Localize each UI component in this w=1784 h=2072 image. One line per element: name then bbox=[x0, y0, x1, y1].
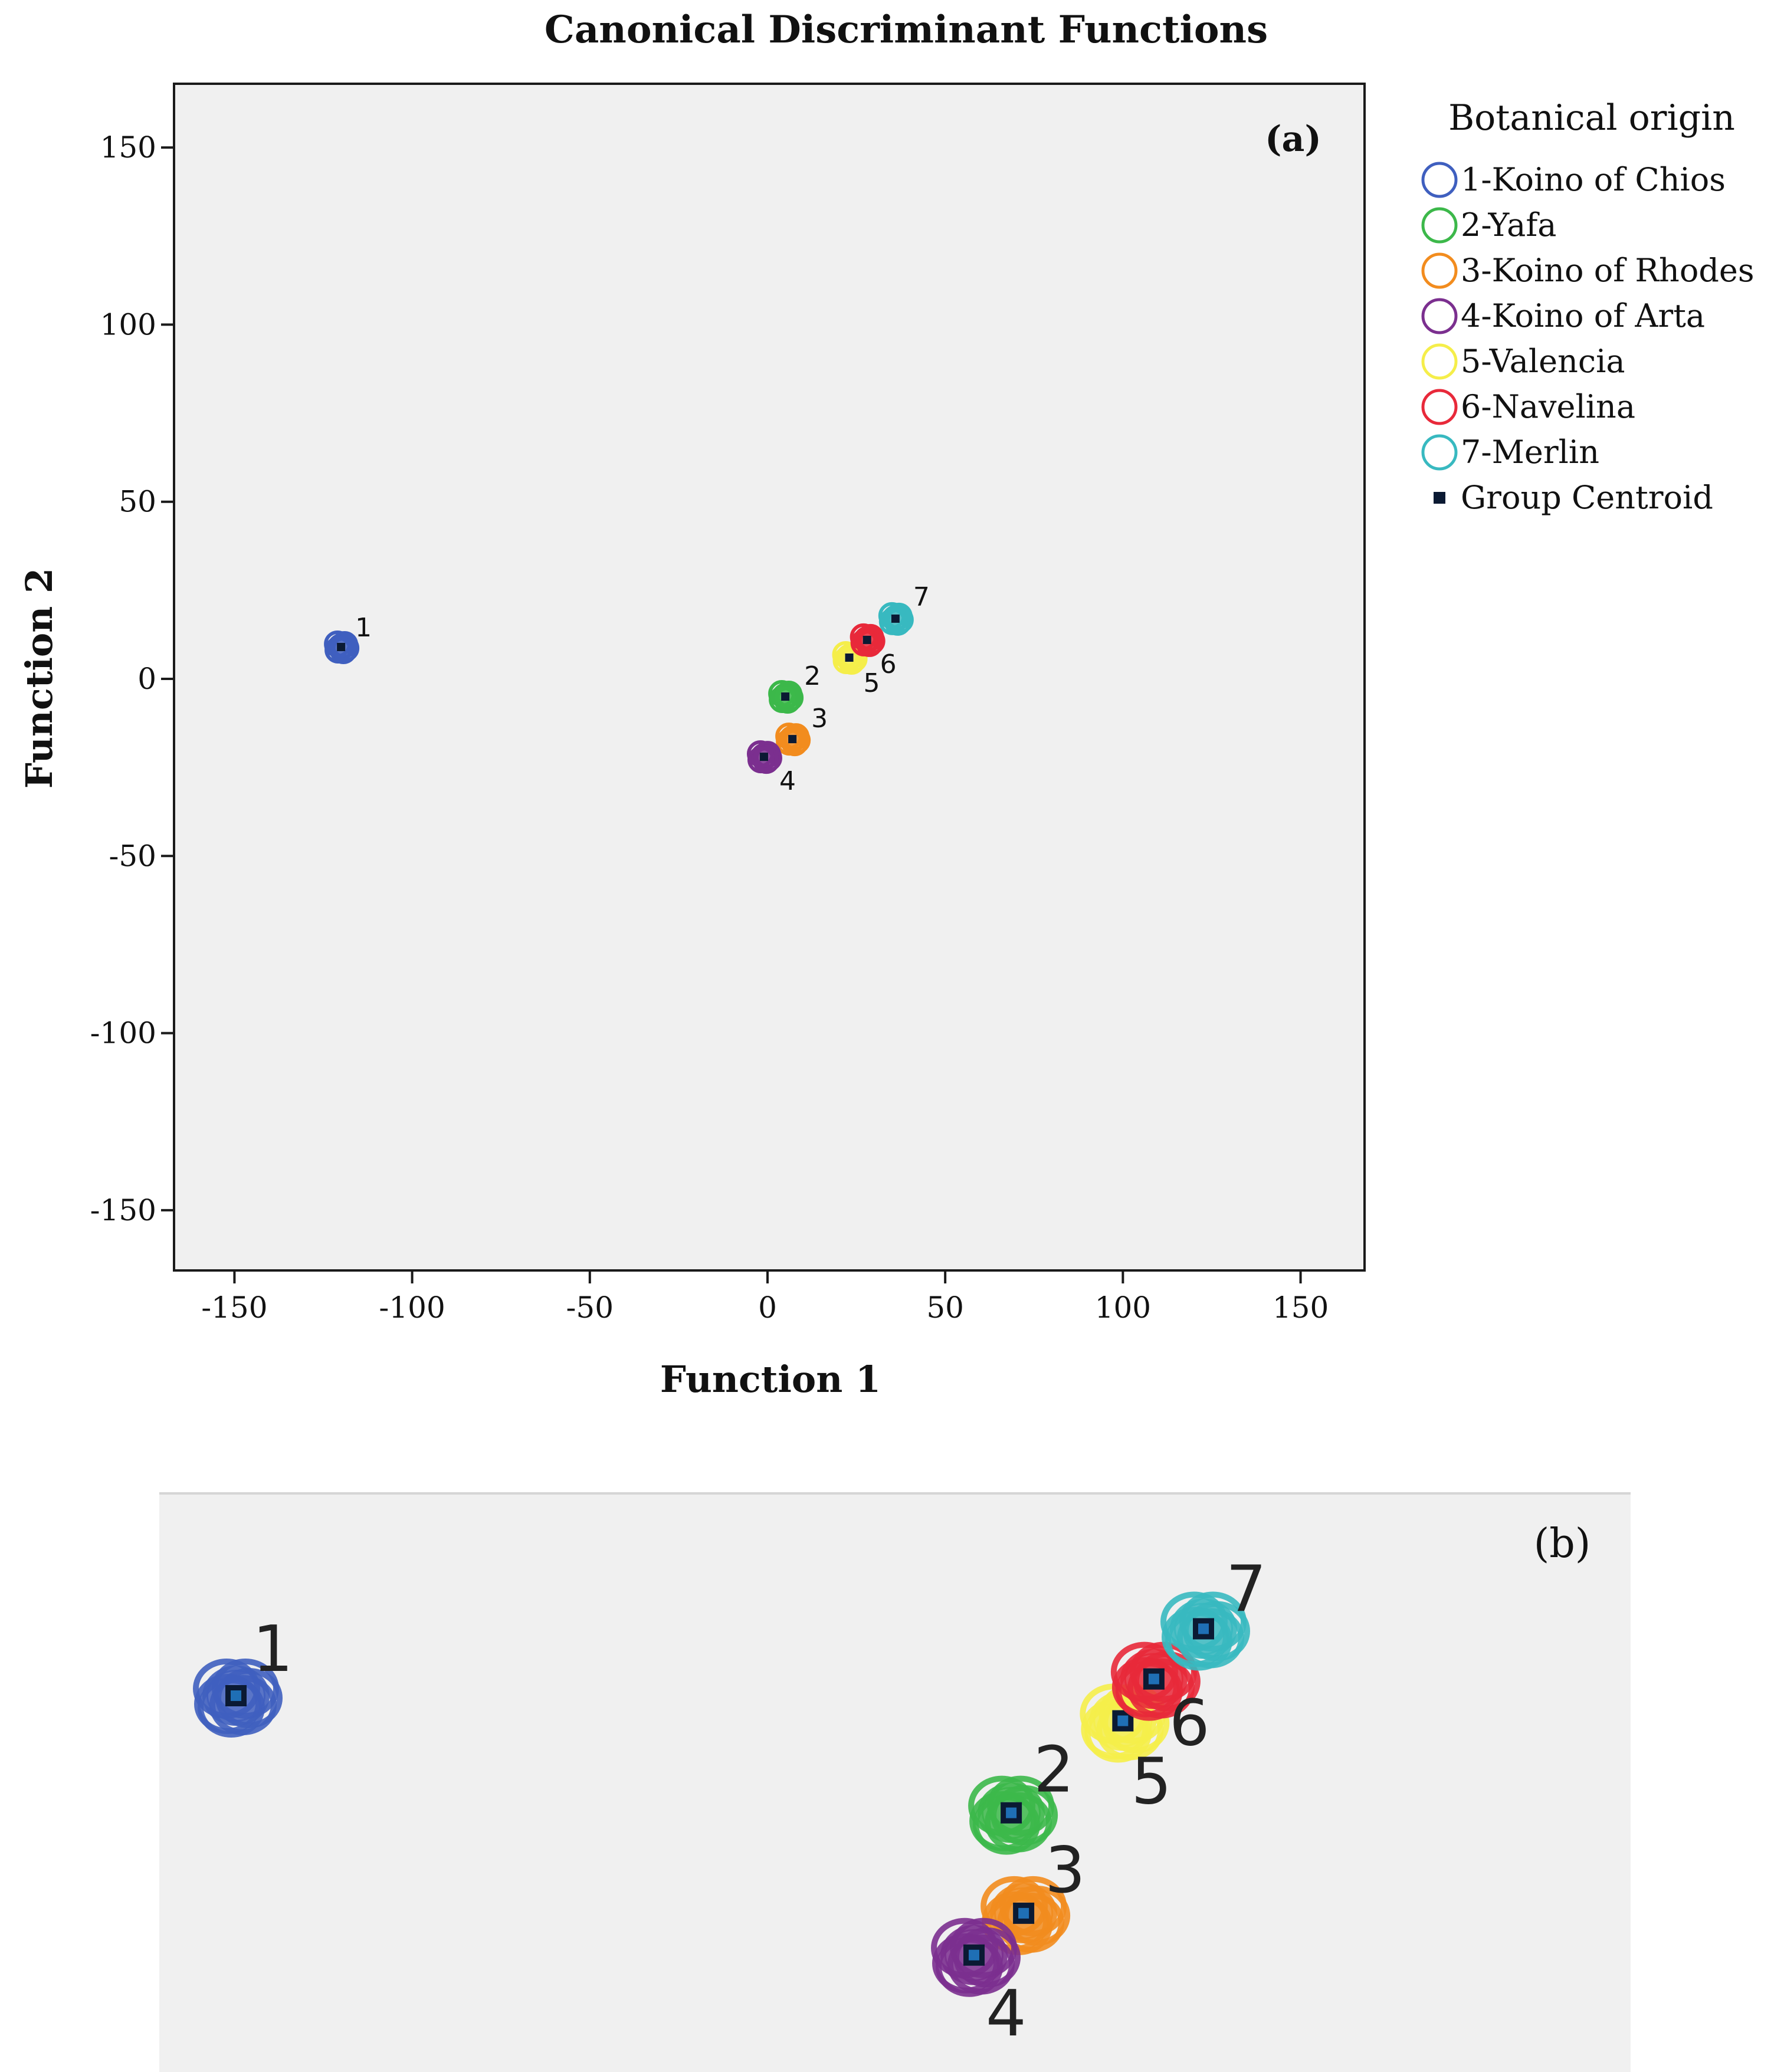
legend-marker bbox=[1421, 343, 1458, 380]
y-axis-ticks: -150 -100 -50 0 50 100 150 bbox=[90, 130, 174, 1227]
group-1-cluster: 1 bbox=[324, 613, 372, 664]
group-label: 4 bbox=[779, 766, 796, 796]
group-centroid-marker bbox=[891, 614, 900, 623]
y-tick-label: -100 bbox=[90, 1016, 156, 1050]
group-7-cluster: 7 bbox=[878, 582, 930, 636]
legend-marker bbox=[1421, 162, 1458, 198]
y-tick-label: -50 bbox=[109, 839, 156, 873]
zoom-group-label: 5 bbox=[1131, 1745, 1172, 1819]
legend-marker bbox=[1421, 434, 1458, 471]
legend-centroid-label: Group Centroid bbox=[1461, 479, 1713, 516]
zoom-group-label: 4 bbox=[986, 1977, 1027, 2051]
group-3-cluster: 3 bbox=[775, 704, 828, 757]
x-tick-label: 50 bbox=[926, 1291, 964, 1325]
group-5-cluster: 5 bbox=[832, 641, 880, 698]
x-tick-label: -150 bbox=[201, 1291, 267, 1325]
legend: 1-Koino of Chios 2-Yafa 3-Koino of Rhodes 4… bbox=[1421, 161, 1755, 516]
zoom-group-label: 1 bbox=[252, 1613, 293, 1686]
zoom-group-label: 2 bbox=[1034, 1733, 1074, 1807]
legend-centroid-marker bbox=[1434, 492, 1445, 504]
plot-area-a bbox=[173, 83, 1366, 1272]
x-axis-label: Function 1 bbox=[660, 1358, 881, 1401]
zoom-group-2-cluster: 2 bbox=[968, 1733, 1074, 1855]
y-tick-label: 0 bbox=[137, 662, 156, 696]
legend-item-label: 1-Koino of Chios bbox=[1461, 161, 1726, 198]
group-centroid-marker bbox=[845, 653, 854, 662]
plot-area-b bbox=[159, 1493, 1631, 2072]
legend-item-label: 5-Valencia bbox=[1461, 343, 1625, 380]
y-tick-label: 100 bbox=[100, 307, 156, 341]
legend-item-label: 7-Merlin bbox=[1461, 434, 1599, 471]
legend-title: Botanical origin bbox=[1448, 97, 1735, 139]
scatter-points-b: 1 2 34 567 bbox=[193, 1553, 1267, 2051]
zoom-group-3-cluster: 3 bbox=[980, 1834, 1086, 1955]
y-tick-label: 50 bbox=[119, 485, 156, 519]
legend-marker bbox=[1421, 207, 1458, 244]
x-axis-ticks: -150 -100 -50 0 50 100 150 bbox=[201, 1270, 1329, 1325]
y-axis-label: Function 2 bbox=[18, 568, 61, 789]
group-label: 1 bbox=[355, 613, 372, 643]
group-label: 2 bbox=[804, 661, 821, 691]
zoom-group-4-cluster: 4 bbox=[931, 1917, 1027, 2051]
group-label: 5 bbox=[864, 668, 880, 698]
group-label: 7 bbox=[913, 582, 930, 612]
group-centroid-marker bbox=[337, 642, 346, 651]
zoom-group-7-cluster: 7 bbox=[1160, 1553, 1267, 1671]
zoom-group-1-cluster: 1 bbox=[193, 1613, 293, 1738]
zoom-group-label: 3 bbox=[1045, 1834, 1086, 1907]
group-centroid-marker bbox=[781, 692, 790, 701]
group-centroid-marker bbox=[863, 635, 871, 644]
legend-item-label: 3-Koino of Rhodes bbox=[1461, 252, 1755, 289]
zoom-group-label: 6 bbox=[1169, 1687, 1210, 1761]
scatter-points-a: 1 2 3 4 56 7 bbox=[324, 582, 930, 796]
x-tick-label: 100 bbox=[1095, 1291, 1151, 1325]
zoom-group-label: 7 bbox=[1226, 1553, 1267, 1627]
group-6-cluster: 6 bbox=[850, 623, 897, 679]
x-tick-label: 150 bbox=[1273, 1291, 1329, 1325]
chart-title: Canonical Discriminant Functions bbox=[545, 8, 1268, 52]
panel-label-a: (a) bbox=[1265, 119, 1321, 160]
legend-marker bbox=[1421, 389, 1458, 425]
x-tick-label: -100 bbox=[379, 1291, 445, 1325]
group-centroid-marker bbox=[788, 735, 797, 744]
legend-marker bbox=[1421, 252, 1458, 289]
x-tick-label: -50 bbox=[566, 1291, 614, 1325]
group-centroid-marker bbox=[759, 753, 768, 761]
y-tick-label: 150 bbox=[100, 130, 156, 165]
y-tick-label: -150 bbox=[90, 1193, 156, 1227]
legend-item-label: 2-Yafa bbox=[1461, 206, 1557, 244]
group-2-cluster: 2 bbox=[768, 661, 821, 714]
legend-marker bbox=[1421, 298, 1458, 334]
legend-item-label: 4-Koino of Arta bbox=[1461, 297, 1705, 334]
group-4-cluster: 4 bbox=[746, 740, 796, 796]
panel-label-b: (b) bbox=[1534, 1521, 1591, 1567]
zoom-group-6-cluster: 6 bbox=[1110, 1641, 1210, 1761]
legend-item-label: 6-Navelina bbox=[1461, 388, 1635, 425]
group-label: 6 bbox=[880, 649, 897, 679]
group-label: 3 bbox=[811, 704, 828, 734]
x-tick-label: 0 bbox=[758, 1291, 777, 1325]
